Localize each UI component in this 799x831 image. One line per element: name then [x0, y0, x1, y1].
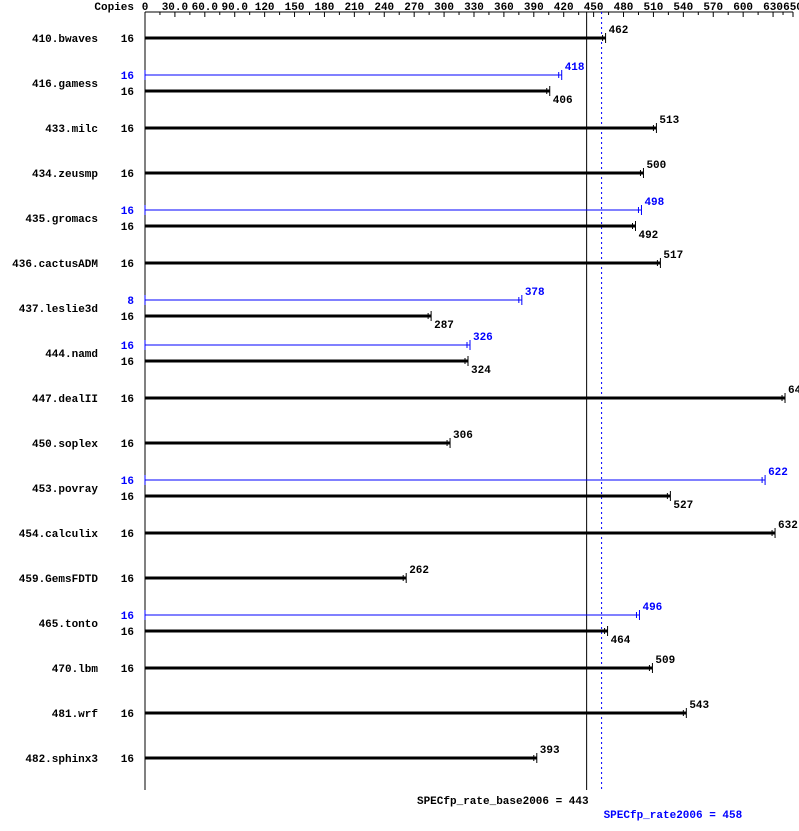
x-tick-label: 150 [285, 2, 305, 14]
copies-value: 16 [121, 71, 134, 83]
benchmark-label: 416.gamess [32, 79, 98, 91]
x-tick-label: 330 [464, 2, 484, 14]
benchmark-label: 465.tonto [39, 619, 99, 631]
value-label: 527 [673, 500, 693, 512]
x-tick-label: 240 [374, 2, 394, 14]
benchmark-label: 470.lbm [52, 664, 99, 676]
ref-label: SPECfp_rate_base2006 = 443 [417, 796, 589, 808]
benchmark-label: 459.GemsFDTD [19, 574, 99, 586]
copies-value: 16 [121, 206, 134, 218]
benchmark-label: 481.wrf [52, 709, 99, 721]
benchmark-label: 435.gromacs [25, 214, 98, 226]
copies-value: 16 [121, 259, 134, 271]
chart-svg: 0 30.0 60.0 90.0 120 150 180 210 240 270 300 330 360… [0, 0, 799, 831]
copies-value: 16 [121, 341, 134, 353]
x-tick-label: 510 [644, 2, 664, 14]
benchmark-label: 482.sphinx3 [25, 754, 98, 766]
benchmark-label: 410.bwaves [32, 34, 98, 46]
value-label: 513 [659, 115, 679, 127]
copies-value: 16 [121, 439, 134, 451]
value-label: 517 [663, 250, 683, 262]
value-label: 378 [525, 287, 545, 299]
copies-value: 16 [121, 611, 134, 623]
value-label: 324 [471, 365, 491, 377]
copies-value: 16 [121, 357, 134, 369]
x-tick-label: 210 [344, 2, 364, 14]
copies-value: 16 [121, 529, 134, 541]
x-tick-label: 540 [673, 2, 693, 14]
value-label: 500 [646, 160, 666, 172]
value-label: 287 [434, 320, 454, 332]
value-label: 632 [778, 520, 798, 532]
copies-value: 16 [121, 574, 134, 586]
copies-value: 16 [121, 627, 134, 639]
copies-value: 16 [121, 87, 134, 99]
x-tick-label: 480 [614, 2, 634, 14]
value-label: 262 [409, 565, 429, 577]
copies-value: 16 [121, 169, 134, 181]
copies-header: Copies [94, 2, 134, 14]
value-label: 464 [611, 635, 631, 647]
value-label: 406 [553, 95, 573, 107]
ref-label: SPECfp_rate2006 = 458 [604, 810, 743, 822]
x-tick-label: 390 [524, 2, 544, 14]
x-tick-label: 120 [255, 2, 275, 14]
copies-value: 16 [121, 476, 134, 488]
x-tick-label: 600 [733, 2, 753, 14]
x-tick-label: 570 [703, 2, 723, 14]
value-label: 642 [788, 385, 799, 397]
x-tick-label: 300 [434, 2, 454, 14]
copies-value: 8 [127, 296, 134, 308]
copies-value: 16 [121, 394, 134, 406]
benchmark-label: 450.soplex [32, 439, 98, 451]
benchmark-label: 447.dealII [32, 394, 98, 406]
copies-value: 16 [121, 124, 134, 136]
value-label: 393 [540, 745, 560, 757]
x-tick-label: 60.0 [192, 2, 218, 14]
x-tick-label: 180 [315, 2, 335, 14]
x-tick-label: 650 [783, 2, 799, 14]
x-tick-label: 0 [142, 2, 149, 14]
benchmark-label: 444.namd [45, 349, 98, 361]
copies-value: 16 [121, 754, 134, 766]
value-label: 306 [453, 430, 473, 442]
benchmark-label: 453.povray [32, 484, 98, 496]
benchmark-label: 454.calculix [19, 529, 99, 541]
spec-rate-chart: 0 30.0 60.0 90.0 120 150 180 210 240 270 300 330 360… [0, 0, 799, 831]
value-label: 498 [644, 197, 664, 209]
copies-value: 16 [121, 709, 134, 721]
value-label: 462 [609, 25, 629, 37]
value-label: 326 [473, 332, 493, 344]
copies-value: 16 [121, 312, 134, 324]
value-label: 509 [655, 655, 675, 667]
copies-value: 16 [121, 222, 134, 234]
copies-value: 16 [121, 492, 134, 504]
x-tick-label: 360 [494, 2, 514, 14]
benchmark-label: 436.cactusADM [12, 259, 98, 271]
benchmark-label: 434.zeusmp [32, 169, 98, 181]
value-label: 418 [565, 62, 585, 74]
copies-value: 16 [121, 664, 134, 676]
benchmark-label: 433.milc [45, 124, 98, 136]
x-tick-label: 90.0 [222, 2, 248, 14]
value-label: 622 [768, 467, 788, 479]
benchmark-label: 437.leslie3d [19, 304, 98, 316]
x-tick-label: 630 [763, 2, 783, 14]
value-label: 496 [642, 602, 662, 614]
copies-value: 16 [121, 34, 134, 46]
x-tick-label: 270 [404, 2, 424, 14]
x-tick-label: 30.0 [162, 2, 188, 14]
value-label: 543 [689, 700, 709, 712]
value-label: 492 [638, 230, 658, 242]
x-tick-label: 420 [554, 2, 574, 14]
